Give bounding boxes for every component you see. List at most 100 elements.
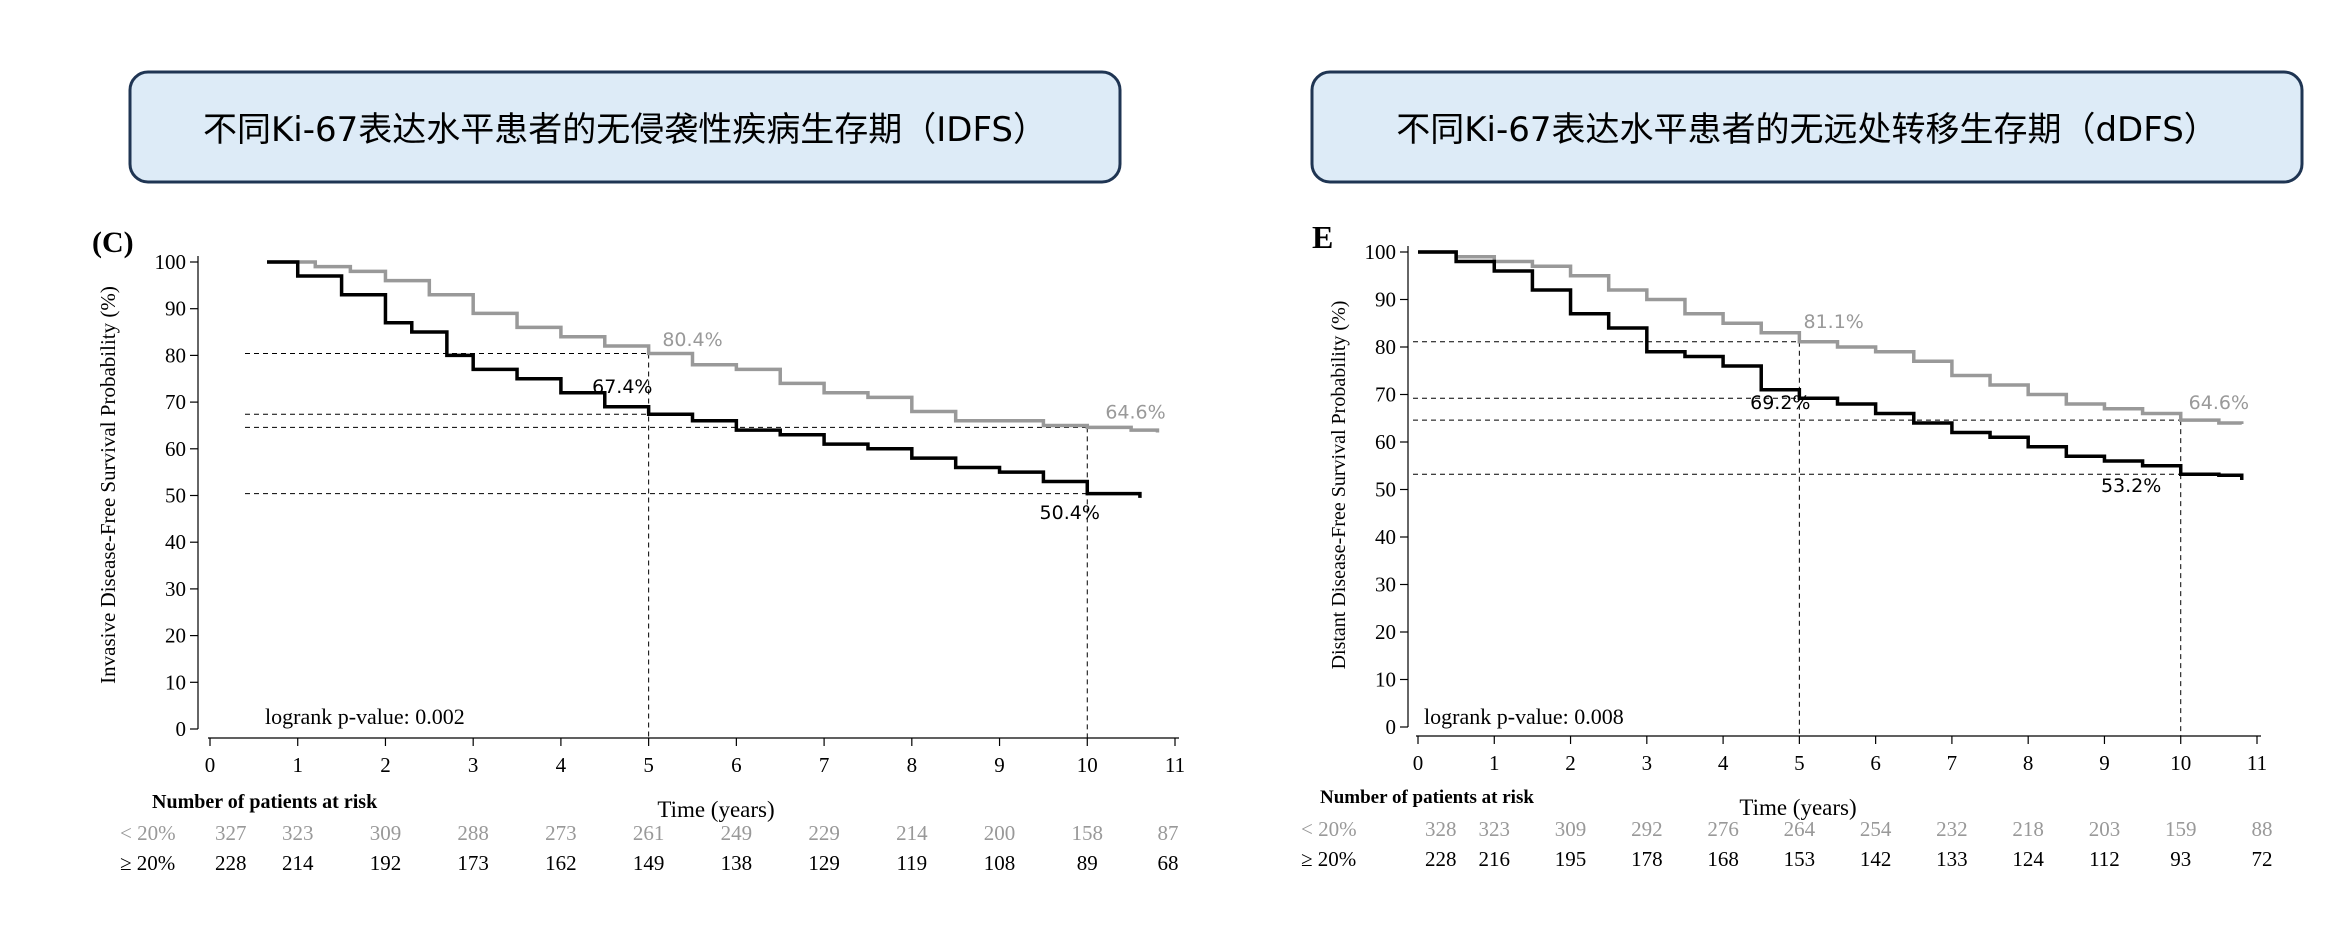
idfs-x-tick-label: 6 — [731, 753, 742, 777]
idfs-risk-value: 214 — [282, 851, 314, 875]
idfs-series — [267, 260, 1160, 498]
idfs-risk-value: 119 — [896, 851, 927, 875]
idfs-value-annotation: 64.6% — [1105, 401, 1165, 423]
ddfs-risk-value: 88 — [2252, 817, 2273, 841]
idfs-title-box — [128, 70, 1122, 184]
ddfs-axes: 0 10 20 30 40 50 60 70 80 90 100 0 1 2 3 4 5 6 7 8 9 10 11 — [1365, 240, 2268, 775]
idfs-x-tick-label: 9 — [994, 753, 1005, 777]
ddfs-x-tick-label: 11 — [2247, 751, 2267, 775]
ddfs-risk-value: 216 — [1479, 847, 1511, 871]
ddfs-survival-curve-high-ki67 — [1418, 250, 2244, 480]
ddfs-risk-value: 328 — [1425, 817, 1457, 841]
ddfs-panel: 不同Ki-67表达水平患者的无远处转移生存期（dDFS） E Distant D… — [1301, 70, 2304, 871]
idfs-x-tick-label: 2 — [380, 753, 391, 777]
ddfs-x-tick-label: 10 — [2170, 751, 2191, 775]
idfs-y-tick-label: 20 — [165, 624, 186, 648]
ddfs-title: 不同Ki-67表达水平患者的无远处转移生存期（dDFS） — [1396, 110, 2218, 150]
idfs-x-tick-label: 10 — [1077, 753, 1098, 777]
ddfs-risk-value: 153 — [1784, 847, 1816, 871]
ddfs-x-tick-label: 6 — [1870, 751, 1881, 775]
idfs-risk-value: 200 — [984, 821, 1016, 845]
idfs-risk-value: 323 — [282, 821, 314, 845]
ddfs-risk-value: 228 — [1425, 847, 1457, 871]
ddfs-risk-value: 133 — [1936, 847, 1968, 871]
idfs-risk-value: 149 — [633, 851, 665, 875]
ddfs-risk-header: Number of patients at risk — [1320, 787, 1534, 808]
ddfs-annotations: 81.1% 69.2% 64.6% 53.2% — [1750, 311, 2249, 497]
idfs-risk-value: 261 — [633, 821, 665, 845]
idfs-risk-value: 162 — [545, 851, 577, 875]
ddfs-y-tick-label: 20 — [1375, 620, 1396, 644]
idfs-value-annotation: 67.4% — [592, 376, 652, 398]
idfs-y-tick-label: 100 — [155, 250, 187, 274]
idfs-panel: 不同Ki-67表达水平患者的无侵袭性疾病生存期（IDFS） (C) Invasi… — [92, 70, 1186, 875]
idfs-risk-value: 158 — [1072, 821, 1104, 845]
ddfs-risk-value: 112 — [2089, 847, 2120, 871]
ddfs-y-tick-label: 30 — [1375, 573, 1396, 597]
ddfs-risk-value: 178 — [1631, 847, 1663, 871]
ddfs-x-tick-label: 3 — [1642, 751, 1653, 775]
idfs-risk-table: < 20% 327 323 309 288 273 261 249 229 214 200 158 87… — [120, 821, 1179, 875]
ddfs-x-tick-label: 9 — [2099, 751, 2110, 775]
ddfs-risk-value: 124 — [2012, 847, 2044, 871]
ddfs-x-tick-label: 8 — [2023, 751, 2034, 775]
idfs-y-tick-label: 50 — [165, 484, 186, 508]
idfs-y-tick-label: 70 — [165, 390, 186, 414]
ddfs-value-annotation: 64.6% — [2189, 392, 2249, 414]
ddfs-risk-value: 254 — [1860, 817, 1892, 841]
ddfs-x-tick-label: 4 — [1718, 751, 1729, 775]
idfs-panel-label: (C) — [92, 226, 134, 259]
idfs-risk-value: 87 — [1158, 821, 1179, 845]
ddfs-title-box — [1310, 70, 2304, 184]
ddfs-risk-value: 218 — [2012, 817, 2044, 841]
ddfs-risk-value: 292 — [1631, 817, 1663, 841]
idfs-y-tick-label: 0 — [176, 717, 187, 741]
ddfs-y-tick-label: 0 — [1386, 715, 1397, 739]
ddfs-y-tick-label: 100 — [1365, 240, 1397, 264]
idfs-annotations: 80.4% 67.4% 64.6% 50.4% — [592, 329, 1166, 524]
idfs-x-tick-label: 4 — [556, 753, 567, 777]
idfs-reference-lines — [245, 353, 1088, 738]
idfs-risk-row-label: ≥ 20% — [120, 851, 175, 875]
idfs-risk-value: 229 — [808, 821, 840, 845]
ddfs-risk-value: 323 — [1479, 817, 1511, 841]
idfs-risk-value: 89 — [1077, 851, 1098, 875]
idfs-risk-value: 228 — [215, 851, 247, 875]
ddfs-panel-label: E — [1312, 219, 1333, 255]
ddfs-risk-table: < 20% 328 323 309 292 276 264 254 232 218 203 159 88… — [1301, 817, 2273, 871]
ddfs-risk-row-label: < 20% — [1301, 817, 1357, 841]
idfs-risk-value: 327 — [215, 821, 247, 845]
idfs-x-tick-label: 3 — [468, 753, 479, 777]
ddfs-x-tick-label: 5 — [1794, 751, 1805, 775]
idfs-survival-curve-high-ki67 — [267, 260, 1142, 498]
ddfs-x-tick-label: 1 — [1489, 751, 1500, 775]
ddfs-risk-row-label: ≥ 20% — [1301, 847, 1356, 871]
idfs-value-annotation: 50.4% — [1040, 502, 1100, 524]
idfs-risk-value: 273 — [545, 821, 577, 845]
ddfs-pvalue: logrank p-value: 0.008 — [1424, 704, 1624, 729]
ddfs-risk-value: 142 — [1860, 847, 1892, 871]
ddfs-survival-curve-low-ki67 — [1418, 250, 2244, 425]
ddfs-y-tick-label: 40 — [1375, 525, 1396, 549]
idfs-survival-curve-low-ki67 — [267, 260, 1160, 433]
idfs-x-tick-label: 11 — [1165, 753, 1185, 777]
ddfs-risk-value: 232 — [1936, 817, 1968, 841]
idfs-y-tick-label: 80 — [165, 343, 186, 367]
idfs-y-tick-label: 10 — [165, 670, 186, 694]
idfs-axes: 0 10 20 30 40 50 60 70 80 90 100 0 1 2 3 4 5 6 7 8 9 10 11 — [155, 250, 1186, 777]
idfs-risk-value: 309 — [370, 821, 402, 845]
ddfs-value-annotation: 81.1% — [1804, 311, 1864, 333]
ddfs-y-tick-label: 90 — [1375, 288, 1396, 312]
idfs-risk-value: 138 — [721, 851, 753, 875]
idfs-value-annotation: 80.4% — [662, 329, 722, 351]
idfs-x-tick-label: 5 — [643, 753, 654, 777]
ddfs-risk-value: 93 — [2170, 847, 2191, 871]
ddfs-risk-value: 309 — [1555, 817, 1587, 841]
idfs-y-tick-label: 30 — [165, 577, 186, 601]
idfs-risk-value: 129 — [808, 851, 840, 875]
ddfs-risk-value: 264 — [1784, 817, 1816, 841]
idfs-risk-row-label: < 20% — [120, 821, 176, 845]
ddfs-x-tick-label: 7 — [1947, 751, 1958, 775]
idfs-y-tick-label: 60 — [165, 437, 186, 461]
ddfs-value-annotation: 69.2% — [1750, 392, 1810, 414]
